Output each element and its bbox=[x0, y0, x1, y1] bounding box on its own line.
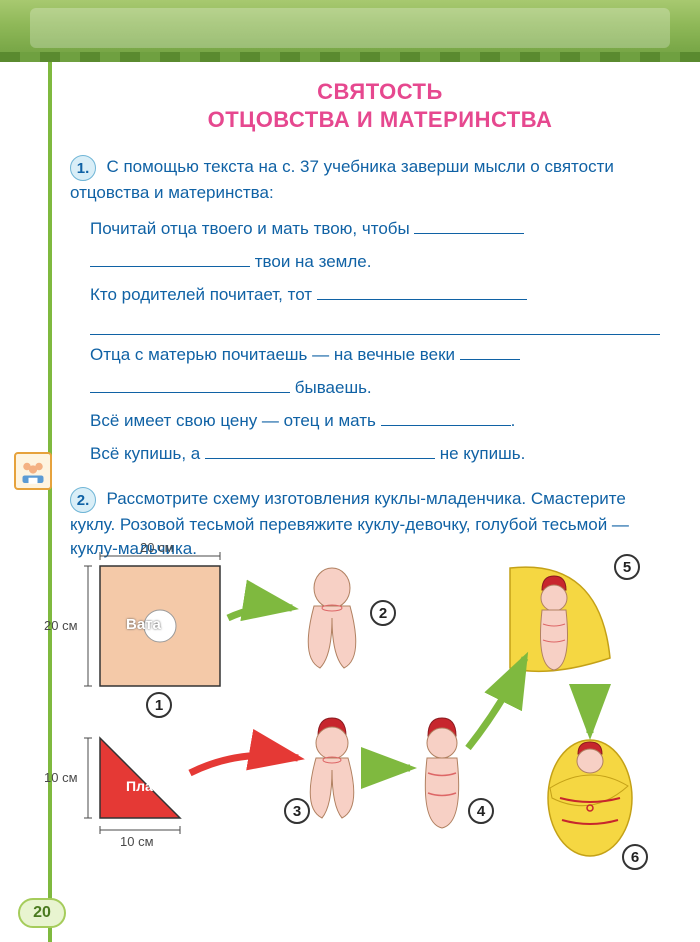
fill-text: не купишь. bbox=[440, 444, 526, 463]
blank-field[interactable] bbox=[414, 217, 524, 234]
fill-text: Кто родителей почитает, тот bbox=[90, 285, 312, 304]
step-circle-6: 6 bbox=[622, 844, 648, 870]
fill-text: Всё имеет свою цену — отец и мать bbox=[90, 411, 376, 430]
blank-field[interactable] bbox=[90, 376, 290, 393]
fill-text: Отца с матерью почитаешь — на вечные век… bbox=[90, 345, 455, 364]
group-activity-icon bbox=[14, 452, 52, 490]
dim-10cm-bottom: 10 см bbox=[120, 834, 154, 849]
content-area: СВЯТОСТЬ ОТЦОВСТВА И МАТЕРИНСТВА 1. С по… bbox=[70, 78, 660, 575]
step-circle-5: 5 bbox=[614, 554, 640, 580]
fill-line-3b: бываешь. bbox=[90, 374, 660, 403]
fill-line-5: Всё купишь, а не купишь. bbox=[90, 440, 660, 469]
fill-line-1: Почитай отца твоего и мать твою, чтобы bbox=[90, 215, 660, 244]
fill-text: Почитай отца твоего и мать твою, чтобы bbox=[90, 219, 410, 238]
dim-20cm-top: 20 см bbox=[140, 540, 174, 555]
fill-line-4: Всё имеет свою цену — отец и мать . bbox=[90, 407, 660, 436]
craft-diagram: 20 см 20 см Вата Платок 10 см 10 см 1 2 … bbox=[70, 548, 660, 878]
fill-line-1b: твои на земле. bbox=[90, 248, 660, 277]
blank-field[interactable] bbox=[460, 343, 520, 360]
title-line-2: ОТЦОВСТВА И МАТЕРИНСТВА bbox=[100, 106, 660, 134]
task-1-intro: С помощью текста на с. 37 учебника завер… bbox=[70, 157, 614, 202]
textbook-page: СВЯТОСТЬ ОТЦОВСТВА И МАТЕРИНСТВА 1. С по… bbox=[0, 0, 700, 942]
blank-field[interactable] bbox=[205, 442, 435, 459]
step-2-doll bbox=[308, 568, 356, 668]
green-margin-line bbox=[48, 62, 52, 942]
page-number: 20 bbox=[18, 898, 66, 928]
page-title: СВЯТОСТЬ ОТЦОВСТВА И МАТЕРИНСТВА bbox=[100, 78, 660, 133]
fill-text: Всё купишь, а bbox=[90, 444, 200, 463]
blank-field[interactable] bbox=[381, 409, 511, 426]
fill-in-block: Почитай отца твоего и мать твою, чтобы т… bbox=[90, 215, 660, 469]
platok-label: Платок bbox=[126, 778, 175, 794]
fill-line-2: Кто родителей почитает, тот bbox=[90, 281, 660, 310]
step-circle-4: 4 bbox=[468, 798, 494, 824]
dim-10cm-left: 10 см bbox=[44, 770, 78, 785]
dim-20cm-left: 20 см bbox=[44, 618, 78, 633]
step-6-doll bbox=[548, 740, 632, 856]
blank-field[interactable] bbox=[90, 250, 250, 267]
step-5-doll bbox=[510, 567, 610, 671]
step-4-doll bbox=[425, 718, 458, 828]
task-number-1: 1. bbox=[70, 155, 96, 181]
step-circle-3: 3 bbox=[284, 798, 310, 824]
fill-text: твои на земле. bbox=[255, 252, 372, 271]
fill-line-3: Отца с матерью почитаешь — на вечные век… bbox=[90, 341, 660, 370]
blank-field[interactable] bbox=[90, 313, 660, 335]
task-1: 1. С помощью текста на с. 37 учебника за… bbox=[70, 155, 660, 469]
step-circle-2: 2 bbox=[370, 600, 396, 626]
top-banner-image bbox=[0, 0, 700, 62]
vata-label: Вата bbox=[126, 616, 161, 633]
step-3-doll bbox=[310, 718, 354, 818]
fill-text: бываешь. bbox=[295, 378, 372, 397]
blank-field[interactable] bbox=[317, 283, 527, 300]
step-circle-1: 1 bbox=[146, 692, 172, 718]
task-number-2: 2. bbox=[70, 487, 96, 513]
title-line-1: СВЯТОСТЬ bbox=[100, 78, 660, 106]
